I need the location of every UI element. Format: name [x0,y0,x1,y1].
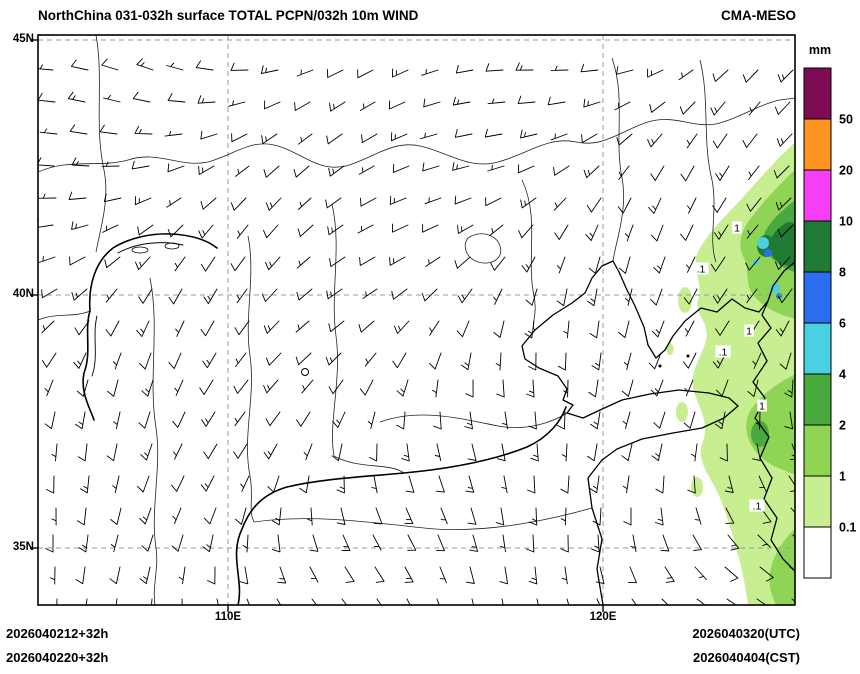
svg-text:6: 6 [839,317,846,331]
svg-text:4: 4 [839,368,846,382]
svg-text:0.1: 0.1 [839,521,856,535]
coastlines [301,260,795,605]
grid-lines [38,35,795,605]
map-frame [37,34,796,606]
wind-barbs [38,58,795,605]
svg-text:.1: .1 [697,264,706,276]
footer-valid-cst: 2026040404(CST) [693,650,800,665]
svg-text:mm: mm [809,43,831,57]
rivers [82,233,567,605]
svg-text:10: 10 [839,215,853,229]
svg-text:.1: .1 [753,501,762,513]
svg-text:2: 2 [839,419,846,433]
svg-text:20: 20 [839,164,853,178]
svg-text:1: 1 [759,401,765,413]
svg-text:1: 1 [839,470,846,484]
lon-label-110e: 110E [214,611,242,623]
svg-text:8: 8 [839,266,846,280]
footer-valid-utc: 2026040320(UTC) [692,626,800,641]
model-name: CMA-MESO [721,8,796,23]
svg-text:1: 1 [734,223,740,235]
footer-init-utc: 2026040212+32h [6,626,109,641]
axis-ticks [30,39,604,612]
svg-text:50: 50 [839,113,853,127]
precipitation-colorbar: 50 20 10 8 6 4 2 1 0.1 mm [803,43,856,579]
svg-text:.1: .1 [719,347,728,359]
lat-label-35n: 35N [12,541,34,553]
lon-label-120e: 120E [589,611,617,623]
footer-init-cst: 2026040220+32h [6,650,109,665]
contour-labels: 1 .1 1 .1 1 .1 [693,221,767,513]
province-boundaries [38,35,795,605]
lat-label-45n: 45N [12,33,34,45]
map-title: NorthChina 031-032h surface TOTAL PCPN/0… [38,8,419,23]
precipitation-shading [666,142,795,605]
svg-text:1: 1 [746,326,752,338]
lat-label-40n: 40N [12,288,34,300]
